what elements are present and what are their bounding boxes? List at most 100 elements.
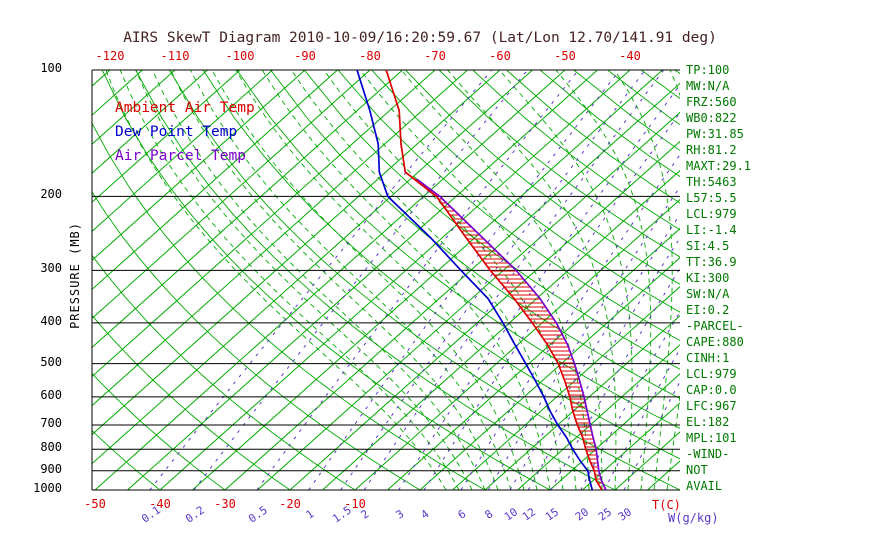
info-line: MW:N/A <box>686 79 730 93</box>
dry-adiabat-line <box>101 70 551 490</box>
isotherm-line <box>92 70 273 232</box>
isotherm-line <box>92 70 338 291</box>
moist-adiabat-line <box>498 70 633 490</box>
background-lines <box>92 70 680 490</box>
mixing-ratio-line <box>256 70 579 490</box>
moist-adiabat-line <box>119 70 460 490</box>
legend-item-air-parcel-temp: Air Parcel Temp <box>115 148 246 164</box>
mixing-ratio-label: 4 <box>418 507 432 522</box>
info-line: EI:0.2 <box>686 303 730 317</box>
isotherm-line <box>354 198 680 490</box>
info-panel: TP:100 MW:N/A FRZ:560 WB0:822 PW:31.85 RH:81.… <box>686 62 751 494</box>
legend: Ambient Air Temp Dew Point Temp Air Parcel… <box>115 96 255 168</box>
moist-adiabat-line <box>235 70 538 490</box>
mixing-ratio-line <box>487 186 680 490</box>
pressure-tick-label: 100 <box>40 61 62 75</box>
pressure-tick-label: 400 <box>40 313 62 328</box>
moist-adiabat-line <box>261 70 551 490</box>
mixing-ratio-label: 6 <box>455 507 469 522</box>
pressure-tick-label: 200 <box>40 187 62 202</box>
mixing-ratio-line <box>527 237 680 490</box>
pressure-tick-label: 1000 <box>33 481 62 495</box>
info-line: TT:36.9 <box>686 255 737 269</box>
dry-adiabat-line <box>405 70 680 285</box>
isotherm-line <box>92 70 208 174</box>
moist-adiabat-line <box>211 70 525 490</box>
mixing-ratio-line <box>308 70 621 490</box>
info-line: TP:100 <box>686 63 730 77</box>
info-line: SW:N/A <box>686 287 730 301</box>
moist-adiabat-line <box>666 70 680 490</box>
pressure-tick-label: 700 <box>40 415 62 430</box>
top-temp-label: -90 <box>294 49 316 63</box>
dry-adiabat-line <box>92 254 356 490</box>
info-line: LCL:979 <box>686 367 737 381</box>
moist-adiabat-line <box>360 70 590 490</box>
dry-adiabat-line <box>371 70 680 313</box>
isotherm-line <box>224 82 680 490</box>
chart-title: AIRS SkewT Diagram 2010-10-09/16:20:59.6… <box>123 30 717 46</box>
isotherm-line <box>127 70 598 490</box>
pressure-grid <box>91 69 680 491</box>
mixing-ratio-line <box>193 70 528 490</box>
mixing-ratio-line <box>340 70 646 490</box>
top-temp-label: -80 <box>359 49 381 63</box>
info-line: RH:81.2 <box>686 143 737 157</box>
isotherm-line <box>92 70 403 349</box>
isotherm-line <box>322 169 680 490</box>
dry-adiabat-line <box>438 70 680 258</box>
top-temp-label: -100 <box>225 49 255 63</box>
mixing-ratio-line <box>423 111 680 490</box>
isotherm-line <box>387 227 680 490</box>
dry-adiabat-line <box>92 122 486 490</box>
isotherm-line <box>192 70 663 490</box>
moist-adiabat-line <box>401 70 603 490</box>
isotherm-line <box>452 286 680 490</box>
info-line: CAPE:880 <box>686 335 744 349</box>
info-line: LFC:967 <box>686 399 737 413</box>
info-line: WB0:822 <box>686 111 737 125</box>
isotherm-line <box>92 70 176 145</box>
info-line: LCL:979 <box>686 207 737 221</box>
top-temp-label: -40 <box>619 49 641 63</box>
isotherm-line <box>257 111 680 490</box>
moist-adiabat-line <box>323 70 577 490</box>
moist-adiabat-line <box>555 70 652 490</box>
isotherm-line <box>92 70 371 320</box>
info-line: KI:300 <box>686 271 730 285</box>
isotherm-line <box>92 70 533 465</box>
info-line: SI:4.5 <box>686 239 730 253</box>
mixing-ratio-line <box>550 267 680 490</box>
info-line: AVAIL <box>686 479 723 493</box>
info-line: CINH:1 <box>686 351 730 365</box>
temp-axis-title: T(C) <box>652 498 681 512</box>
dry-adiabat-line <box>92 191 421 490</box>
dew-point-temp-curve <box>356 70 594 490</box>
moist-adiabat-line <box>447 70 617 490</box>
isotherm-line <box>92 70 468 407</box>
moist-adiabat-line <box>190 70 512 490</box>
isotherm-line <box>92 70 501 436</box>
info-line: L57:5.5 <box>686 191 737 205</box>
dry-adiabat-line <box>169 70 680 490</box>
dry-adiabat-line <box>337 70 680 342</box>
ambient-air-temp-curve <box>385 70 603 490</box>
pressure-tick-label: 600 <box>40 387 62 402</box>
pressure-tick-label: 900 <box>40 461 62 476</box>
top-temp-label: -50 <box>554 49 576 63</box>
top-temp-label: -110 <box>160 49 190 63</box>
pressure-tick-label: 500 <box>40 354 62 369</box>
info-line: NOT <box>686 463 708 477</box>
bottom-temp-label: -40 <box>149 497 171 511</box>
isotherm-line <box>94 70 566 490</box>
top-temp-label: -70 <box>424 49 446 63</box>
sounding-curves <box>356 70 607 490</box>
moist-adiabat-line <box>151 70 486 490</box>
mixing-ratio-label: 3 <box>393 507 407 522</box>
info-line: LI:-1.4 <box>686 223 737 237</box>
bottom-temp-label: -50 <box>84 497 106 511</box>
dry-adiabat-line <box>92 314 291 490</box>
dry-adiabat-line <box>236 70 680 429</box>
